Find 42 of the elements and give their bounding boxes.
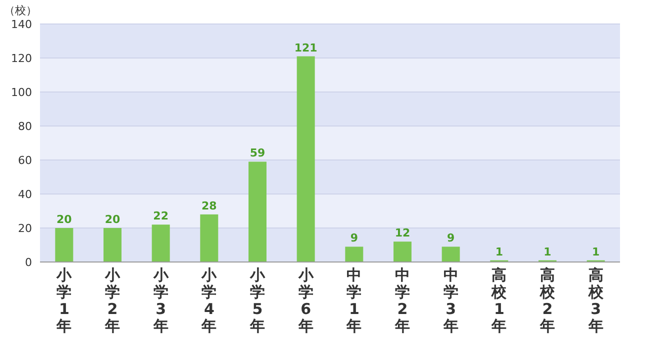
bar [296, 56, 315, 262]
y-tick-label: 100 [11, 86, 32, 99]
bar [104, 228, 122, 262]
y-tick-label: 140 [11, 18, 32, 31]
data-label: 20 [56, 213, 72, 226]
data-label: 28 [202, 199, 217, 212]
data-label: 59 [250, 146, 266, 160]
x-tick-label: 高校2年 [539, 266, 556, 335]
data-label: 1 [495, 245, 503, 258]
data-label: 121 [294, 41, 318, 54]
data-label: 1 [592, 245, 600, 258]
data-label: 20 [104, 213, 120, 226]
y-axis-title: （校） [4, 4, 37, 17]
x-tick-label: 高校1年 [490, 266, 508, 335]
x-tick-label: 中学2年 [394, 266, 410, 335]
data-label: 22 [153, 210, 168, 223]
x-tick-label: 小学2年 [104, 266, 121, 335]
bar [152, 224, 170, 262]
y-tick-label: 20 [18, 222, 32, 235]
bar [442, 246, 460, 262]
x-tick-label: 小学4年 [200, 266, 218, 335]
y-tick-label: 80 [18, 120, 32, 133]
bar [345, 246, 364, 262]
bar [200, 214, 218, 262]
x-tick-label: 小学6年 [297, 266, 314, 335]
y-tick-label: 40 [18, 188, 32, 201]
x-tick-label: 小学5年 [249, 266, 266, 335]
bar [55, 228, 74, 262]
bar [394, 242, 412, 262]
data-label: 12 [394, 226, 410, 240]
data-label: 9 [447, 232, 455, 245]
x-tick-label: 小学3年 [152, 266, 170, 335]
data-label: 9 [350, 232, 358, 245]
x-tick-label: 中学3年 [442, 266, 458, 335]
x-tick-label: 高校3年 [587, 266, 604, 335]
y-tick-label: 120 [11, 52, 32, 65]
bar [248, 162, 266, 262]
y-tick-label: 0 [25, 256, 32, 269]
x-tick-label: 中学1年 [346, 266, 362, 335]
y-tick-label: 60 [18, 154, 32, 167]
x-tick-label: 小学1年 [56, 266, 73, 335]
data-label: 1 [544, 245, 552, 258]
